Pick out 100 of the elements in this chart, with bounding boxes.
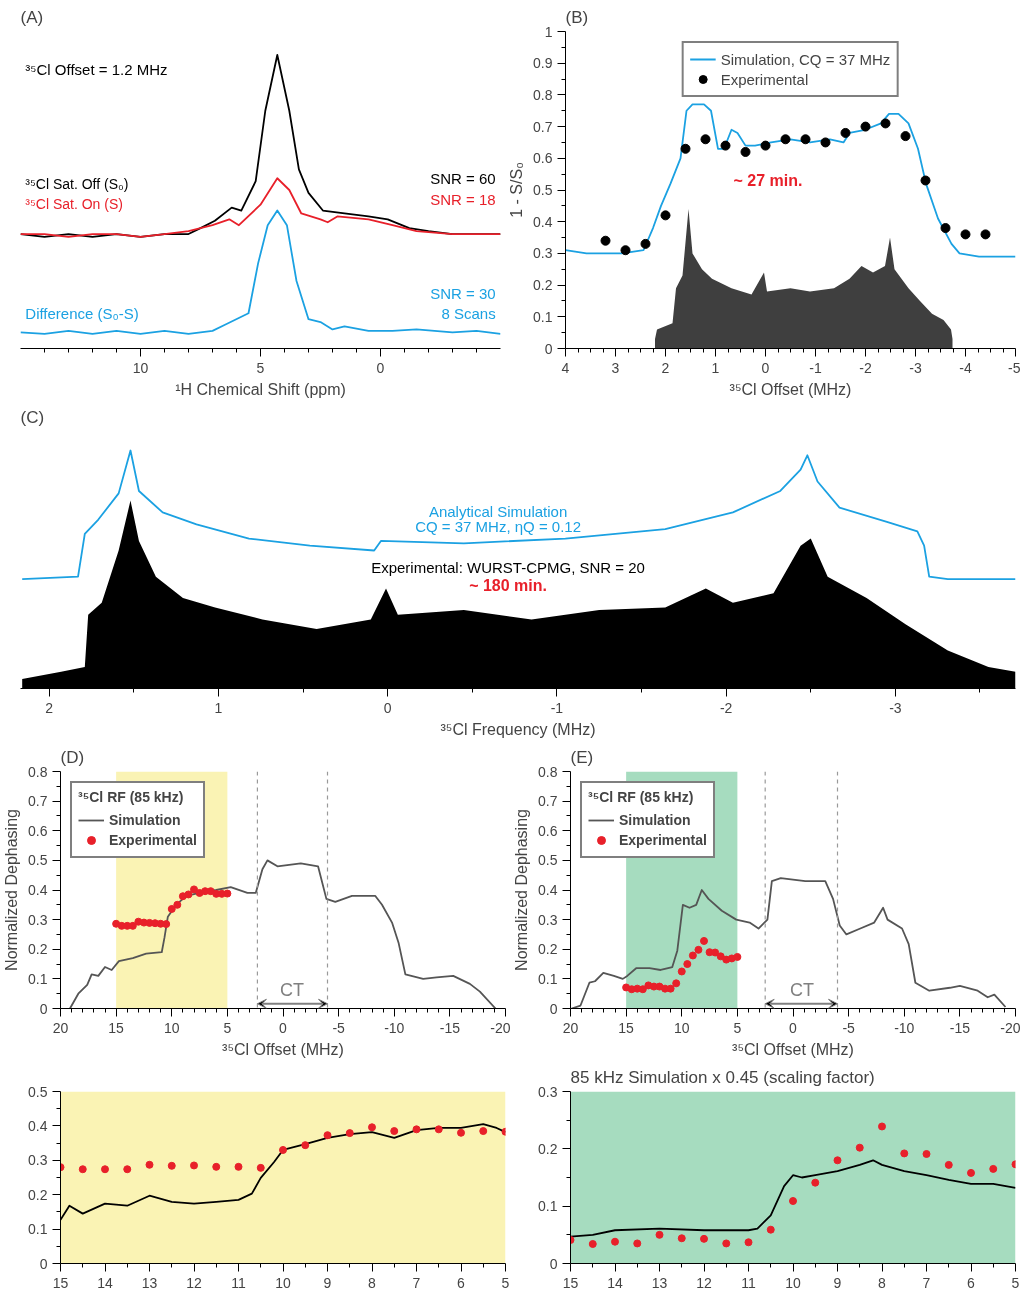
x-tick-label: 15 xyxy=(618,1019,635,1036)
point xyxy=(967,1168,975,1177)
x-tick-label: -20 xyxy=(1000,1019,1021,1036)
x-tick-label: 5 xyxy=(1011,1274,1020,1291)
x-tick-label: 12 xyxy=(696,1274,712,1291)
x-tick-label: 7 xyxy=(922,1274,931,1291)
point xyxy=(720,140,731,151)
point xyxy=(920,175,931,186)
x-tick-label: -5 xyxy=(1008,359,1021,376)
point xyxy=(184,890,193,899)
x-tick-label: 0 xyxy=(761,359,770,376)
y-tick-label: 0.5 xyxy=(28,1083,48,1100)
legend-label: Simulation xyxy=(619,812,691,828)
point xyxy=(479,1127,488,1136)
x-tick-label: 8 xyxy=(368,1274,377,1291)
point xyxy=(900,131,911,142)
point xyxy=(78,1165,87,1174)
x-axis-title: ³⁵Cl Offset (MHz) xyxy=(729,380,852,398)
y-tick-label: 1 xyxy=(544,23,553,40)
y-tick-label: 0.5 xyxy=(538,852,558,869)
x-tick-label: 8 xyxy=(878,1274,887,1291)
x-axis-title: ³⁵Cl Offset (MHz) xyxy=(222,1040,344,1058)
point xyxy=(960,229,971,240)
x-tick-label: -3 xyxy=(889,699,902,716)
annotation: CT xyxy=(789,979,814,1000)
point xyxy=(860,121,871,132)
annotation: 8 Scans xyxy=(441,305,496,323)
x-tick-label: 14 xyxy=(607,1274,623,1291)
y-tick-label: 0.7 xyxy=(28,793,48,810)
point xyxy=(633,1239,642,1248)
x-tick-label: 7 xyxy=(412,1274,421,1291)
point xyxy=(688,951,697,960)
point xyxy=(145,1160,154,1169)
point xyxy=(766,1225,775,1234)
y-tick-label: 0.3 xyxy=(28,911,48,928)
y-tick-label: 0.3 xyxy=(533,245,553,262)
point xyxy=(780,134,791,145)
point xyxy=(683,960,692,969)
chart-title: (D) xyxy=(60,747,85,767)
point xyxy=(234,1162,243,1171)
x-tick-label: 20 xyxy=(562,1019,579,1036)
x-tick-label: 5 xyxy=(256,359,265,376)
annotation: ~ 27 min. xyxy=(733,171,803,189)
point xyxy=(760,140,771,151)
point xyxy=(744,1238,753,1247)
y-tick-label: 0.7 xyxy=(538,793,558,810)
x-tick-label: -4 xyxy=(959,359,972,376)
chart-title: (C) xyxy=(20,407,45,427)
point xyxy=(900,1149,909,1158)
x-tick-label: 3 xyxy=(611,359,620,376)
point xyxy=(301,1141,310,1150)
x-tick-label: 5 xyxy=(223,1019,232,1036)
point xyxy=(666,984,675,993)
y-tick-label: 0 xyxy=(39,1000,48,1017)
y-tick-label: 0.5 xyxy=(533,182,553,198)
y-tick-label: 0.8 xyxy=(538,763,558,780)
x-tick-label: 2 xyxy=(661,359,670,376)
point xyxy=(256,1163,265,1172)
point xyxy=(811,1178,820,1187)
point xyxy=(600,235,611,246)
y-tick-label: 0.2 xyxy=(28,1186,48,1203)
y-tick-label: 0 xyxy=(544,340,553,357)
x-tick-label: 4 xyxy=(561,359,570,376)
point xyxy=(123,1165,132,1174)
annotation: ~ 180 min. xyxy=(469,577,547,595)
y-tick-label: 0.7 xyxy=(533,118,553,135)
x-tick-label: 11 xyxy=(231,1274,246,1291)
point xyxy=(620,245,631,256)
point xyxy=(677,967,686,976)
legend-label: Experimental xyxy=(720,70,809,88)
y-tick-label: 0.2 xyxy=(533,277,553,294)
y-tick-label: 0.3 xyxy=(538,1083,558,1100)
x-tick-label: 11 xyxy=(741,1274,756,1291)
annotation: ³⁵Cl Offset = 1.2 MHz xyxy=(25,61,168,79)
y-tick-label: 0.1 xyxy=(533,308,553,325)
point xyxy=(833,1156,842,1165)
x-tick-label: 6 xyxy=(967,1274,976,1291)
x-tick-label: -20 xyxy=(490,1019,511,1036)
x-axis-title: ³⁵Cl Frequency (MHz) xyxy=(440,720,596,738)
legend-title: ³⁵Cl RF (85 kHz) xyxy=(588,789,695,805)
y-axis-title: Normalized Dephasing xyxy=(513,809,531,971)
x-tick-label: -5 xyxy=(842,1019,856,1036)
point xyxy=(989,1164,998,1173)
annotation: CT xyxy=(279,979,304,1000)
x-tick-label: 0 xyxy=(279,1019,288,1036)
chart-title: (B) xyxy=(565,7,589,27)
y-tick-label: 0 xyxy=(39,1255,48,1272)
point xyxy=(733,952,742,961)
x-axis-title: ³⁵Cl Offset (MHz) xyxy=(732,1040,854,1058)
annotation: Difference (S₀-S) xyxy=(25,305,139,323)
x-tick-label: -10 xyxy=(894,1019,915,1036)
point xyxy=(190,1161,198,1170)
x-tick-label: 6 xyxy=(457,1274,466,1291)
x-tick-label: -1 xyxy=(809,359,822,376)
x-tick-label: 13 xyxy=(651,1274,668,1291)
y-tick-label: 0.1 xyxy=(538,1198,558,1215)
annotation: Experimental: WURST-CPMG, SNR = 20 xyxy=(371,559,645,577)
legend-label: Experimental xyxy=(109,832,197,848)
x-tick-label: 0 xyxy=(383,699,392,716)
point xyxy=(212,1162,221,1171)
